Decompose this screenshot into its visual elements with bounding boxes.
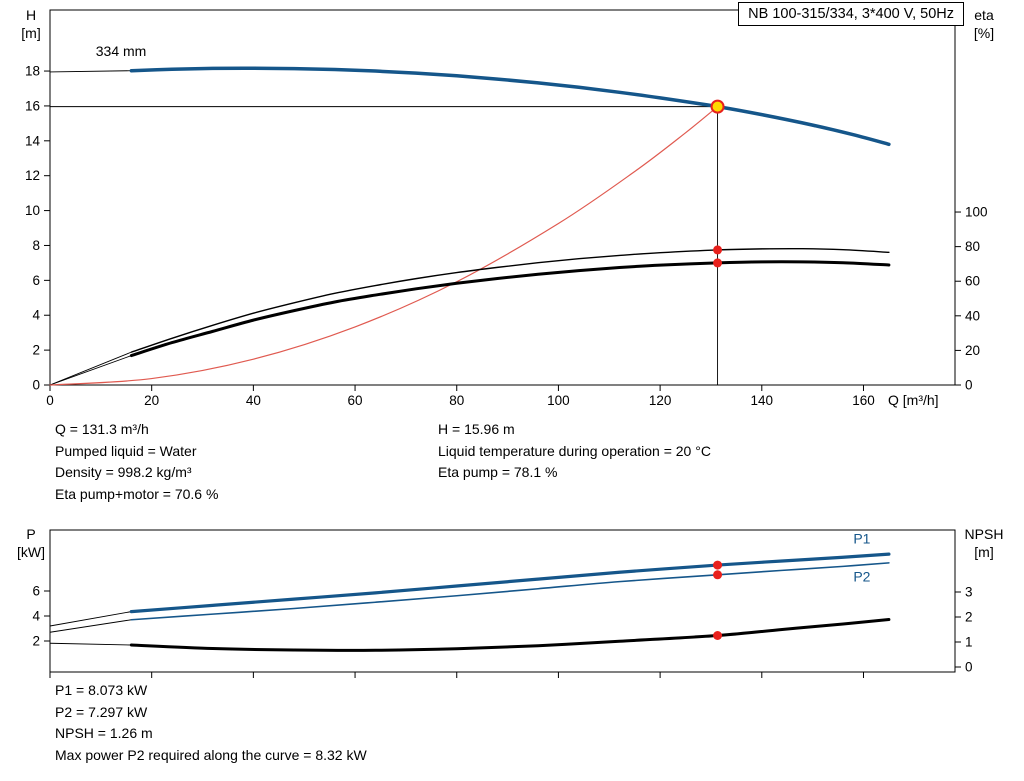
y-right-tick-label: 20 <box>965 343 980 358</box>
annotation-line: Max power P2 required along the curve = … <box>55 746 367 763</box>
x-tick-label: 40 <box>246 393 261 408</box>
x-axis-label: Q [m³/h] <box>888 392 939 408</box>
y-left-axis-label: [kW] <box>17 544 45 560</box>
y-left-tick-label: 4 <box>32 308 40 323</box>
annotation-line: Pumped liquid = Water <box>55 442 197 459</box>
y-left-tick-label: 6 <box>32 584 40 599</box>
head-curve-lead-in <box>49 70 132 73</box>
y-right-tick-label: 60 <box>965 274 980 289</box>
y-left-axis-label: P <box>26 526 35 542</box>
p1-duty-point <box>713 560 723 570</box>
p1-curve <box>129 552 891 614</box>
annotation-line: Eta pump+motor = 70.6 % <box>55 485 219 502</box>
npsh-curve <box>129 618 891 652</box>
eta-pump-motor-duty-point <box>713 258 723 268</box>
npsh-duty-point <box>713 631 723 640</box>
curve-title-box: NB 100-315/334, 3*400 V, 50Hz <box>738 2 964 26</box>
p1-curve-label: P1 <box>853 531 870 547</box>
y-right-tick-label: 1 <box>965 635 973 650</box>
y-left-tick-label: 12 <box>25 168 40 183</box>
pq-chart: 2 4 6 0 1 2 3 P [kW] NPSH [m] P1 P2 <box>17 526 1004 678</box>
head-curve-334mm <box>129 66 891 147</box>
eta-pump-curve <box>130 247 890 353</box>
x-tick-label: 20 <box>144 393 159 408</box>
y-left-axis-label: [m] <box>21 25 40 41</box>
y-left-tick-label: 18 <box>25 64 40 79</box>
x-tick-label: 140 <box>751 393 774 408</box>
annotation-line: H = 15.96 m <box>438 421 515 437</box>
p2-duty-point <box>713 570 723 580</box>
y-right-tick-label: 2 <box>965 610 973 625</box>
system-curve <box>49 106 719 386</box>
x-tick-label: 60 <box>348 393 363 408</box>
y-right-tick-label: 0 <box>965 660 973 675</box>
y-right-tick-label: 100 <box>965 205 988 220</box>
npsh-lead-in <box>49 642 132 646</box>
hq-chart: 0 2 4 6 8 10 12 14 16 18 0 20 40 60 80 100 0 20 40 60 80 100 1… <box>21 7 994 408</box>
pq-chart-frame <box>49 529 956 673</box>
annotation-line: Q = 131.3 m³/h <box>55 421 149 437</box>
y-right-tick-label: 40 <box>965 308 980 323</box>
impeller-diameter-label: 334 mm <box>96 43 147 59</box>
annotation-line: NPSH = 1.26 m <box>55 725 153 742</box>
y-left-tick-label: 10 <box>25 203 40 218</box>
annotation-line: P1 = 8.073 kW <box>55 682 148 698</box>
y-left-tick-label: 8 <box>32 238 40 253</box>
x-tick-label: 0 <box>46 393 54 408</box>
p1-lead-in <box>49 611 132 627</box>
hq-chart-frame <box>49 9 956 386</box>
p2-lead-in <box>49 619 132 633</box>
y-left-tick-label: 2 <box>32 343 40 358</box>
eta-pump-lead-in <box>49 351 132 386</box>
eta-pump-motor-lead-in <box>49 355 132 386</box>
y-right-axis-label: [m] <box>974 544 993 560</box>
y-right-tick-label: 0 <box>965 378 973 393</box>
y-left-tick-label: 14 <box>25 133 41 148</box>
x-tick-label: 100 <box>547 393 570 408</box>
y-left-tick-label: 4 <box>32 609 40 624</box>
x-tick-label: 80 <box>449 393 464 408</box>
annotation-block-bottom: P1 = 8.073 kW P2 = 7.297 kW NPSH = 1.26 m M… <box>55 680 367 766</box>
annotation-line: P2 = 7.297 kW <box>55 703 148 720</box>
y-left-axis-label: H <box>26 7 36 23</box>
y-left-tick-label: 6 <box>32 273 40 288</box>
y-right-tick-label: 3 <box>965 585 973 600</box>
annotation-block-top-left: Q = 131.3 m³/h Pumped liquid = Water Densi… <box>55 419 218 505</box>
duty-point <box>710 99 725 114</box>
y-left-tick-label: 2 <box>32 634 40 649</box>
y-right-tick-label: 80 <box>965 239 980 254</box>
annotation-line: Liquid temperature during operation = 20… <box>438 442 711 459</box>
p2-curve-label: P2 <box>853 569 870 585</box>
x-tick-label: 160 <box>852 393 875 408</box>
y-left-tick-label: 0 <box>32 378 40 393</box>
p2-curve <box>130 562 890 621</box>
eta-pump-motor-curve <box>129 260 891 358</box>
x-tick-label: 120 <box>649 393 672 408</box>
annotation-block-top-right: H = 15.96 m Liquid temperature during ope… <box>438 419 711 484</box>
y-right-axis-label: eta <box>974 7 994 23</box>
annotation-line: Density = 998.2 kg/m³ <box>55 464 192 481</box>
y-left-tick-label: 16 <box>25 98 40 113</box>
y-right-axis-label: [%] <box>974 25 994 41</box>
annotation-line: Eta pump = 78.1 % <box>438 464 558 481</box>
eta-pump-duty-point <box>713 245 723 255</box>
y-right-axis-label: NPSH <box>965 526 1004 542</box>
